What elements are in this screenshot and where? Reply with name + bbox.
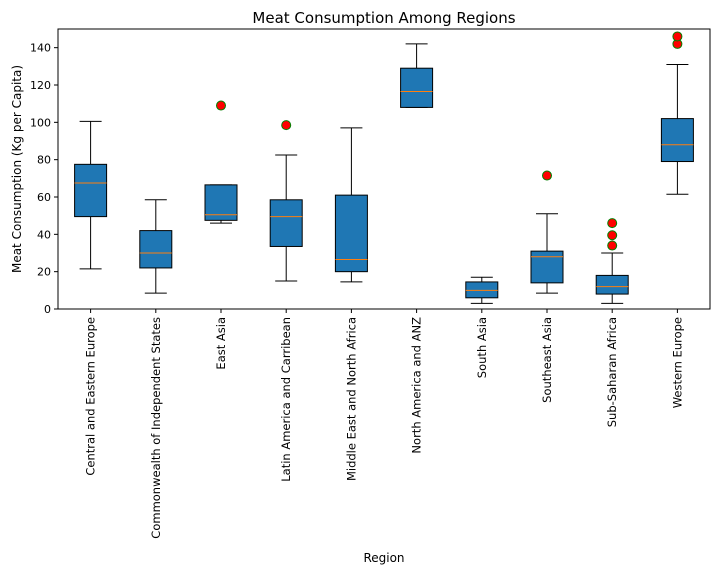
box-iqr — [400, 67, 434, 108]
chart-title: Meat Consumption Among Regions — [252, 9, 515, 27]
y-axis-label: Meat Consumption (Kg per Capita) — [10, 65, 24, 273]
outlier-point — [607, 230, 618, 241]
box-iqr — [269, 199, 303, 247]
box-iqr — [334, 194, 368, 273]
x-tick-label: Central and Eastern Europe — [84, 317, 98, 476]
y-tick-label: 140 — [30, 42, 51, 55]
y-tick-label: 20 — [37, 266, 51, 279]
box-iqr — [139, 230, 173, 269]
x-tick-label: Latin America and Carribean — [279, 317, 293, 482]
y-tick-label: 120 — [30, 79, 51, 92]
box-iqr — [660, 118, 694, 163]
outlier-point — [216, 100, 226, 111]
x-tick-label: Western Europe — [670, 317, 684, 408]
outlier-point — [607, 240, 618, 251]
y-tick-label: 100 — [30, 116, 51, 129]
x-tick-label: Commonwealth of Independent States — [149, 317, 163, 539]
outlier-point — [607, 218, 618, 229]
outlier-point — [542, 170, 552, 181]
x-tick-label: Middle East and North Africa — [344, 317, 358, 481]
x-tick-label: North America and ANZ — [410, 317, 424, 454]
box-iqr — [530, 250, 564, 284]
y-tick-label: 0 — [44, 303, 51, 316]
box-iqr — [74, 163, 108, 218]
x-tick-label: South Asia — [475, 317, 489, 378]
y-tick-label: 40 — [37, 228, 51, 241]
x-tick-label: East Asia — [214, 317, 228, 370]
outlier-point — [672, 31, 683, 42]
x-tick-label: Sub-Saharan Africa — [605, 317, 619, 427]
x-axis-label: Region — [363, 551, 404, 565]
outlier-point — [281, 120, 292, 131]
plot-area: 0 20 40 60 80 100 120 140 Central and Eastern Eu… — [30, 28, 711, 539]
y-tick-label: 80 — [37, 154, 51, 167]
y-tick-label: 60 — [37, 191, 51, 204]
plot-frame — [57, 28, 711, 310]
x-tick-label: Southeast Asia — [540, 317, 554, 403]
box-iqr — [595, 274, 629, 295]
